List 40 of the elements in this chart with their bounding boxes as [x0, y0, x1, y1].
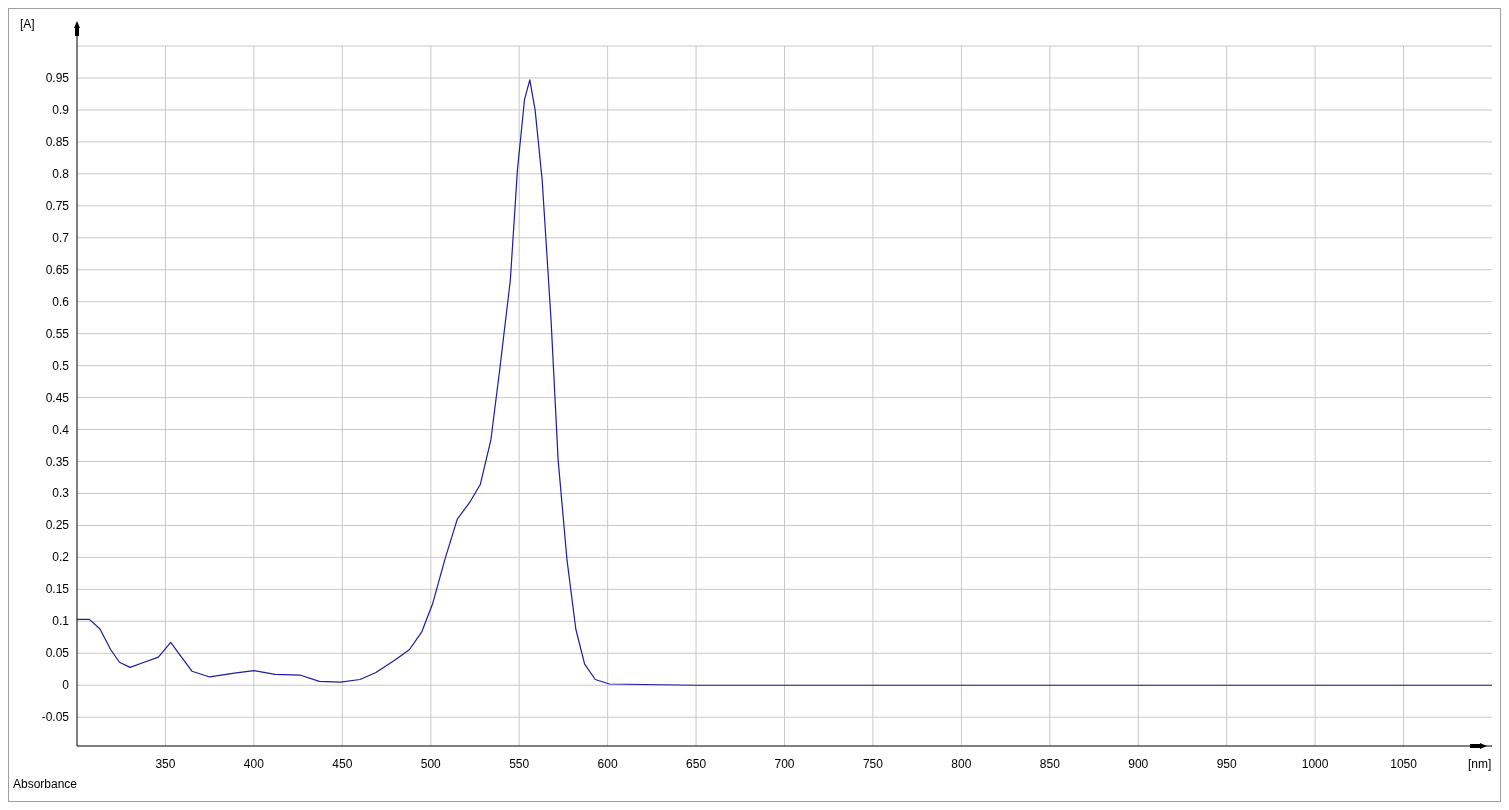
y-tick-label: 0.45 — [45, 390, 70, 405]
y-tick-label: 0.2 — [52, 550, 70, 565]
x-tick-label: 400 — [243, 757, 265, 771]
y-tick-label: 0.85 — [45, 134, 70, 149]
x-tick-label: 750 — [862, 757, 884, 771]
y-tick-label: 0.95 — [45, 70, 70, 85]
x-tick-label: 350 — [155, 757, 176, 771]
y-tick-label: 0.1 — [52, 614, 70, 629]
x-tick-label: 800 — [951, 757, 972, 771]
x-tick-label: 600 — [597, 757, 618, 771]
y-tick-label: 0.8 — [52, 166, 70, 181]
y-tick-label: 0.9 — [52, 102, 70, 117]
x-tick-label: 850 — [1039, 757, 1061, 771]
x-tick-label: 1050 — [1390, 757, 1418, 771]
x-tick-label: 650 — [686, 757, 707, 771]
x-tick-label: 950 — [1216, 757, 1238, 771]
text: Absorbance — [13, 777, 78, 791]
x-tick-label: 450 — [332, 757, 353, 771]
y-tick-label: 0.65 — [45, 262, 70, 277]
y-axis-title: [A] — [20, 17, 35, 31]
line-series — [76, 79, 1493, 686]
y-tick-label: 0.55 — [45, 326, 70, 341]
y-tick-label: 0.15 — [45, 582, 70, 597]
x-tick-label: 500 — [420, 757, 442, 771]
y-tick-label: 0.6 — [52, 294, 70, 309]
x-tick-label: 700 — [774, 757, 795, 771]
x-tick-label: 550 — [509, 757, 530, 771]
y-tick-label: 0.3 — [52, 486, 70, 501]
y-tick-label: 0.5 — [52, 358, 70, 373]
y-tick-label: 0.05 — [45, 646, 70, 661]
y-tick-label: 0.7 — [52, 230, 70, 245]
x-tick-label: 900 — [1128, 757, 1149, 771]
y-tick-label: 0.4 — [52, 422, 70, 437]
y-tick-label: 0 — [62, 678, 70, 693]
y-tick-label: 0.75 — [45, 198, 70, 213]
x-tick-label: 1000 — [1301, 757, 1329, 771]
y-tick-label: 0.25 — [45, 518, 70, 533]
y-tick-label: -0.05 — [41, 710, 70, 725]
y-tick-label: 0.35 — [45, 454, 70, 469]
x-axis-title: [nm] — [1468, 757, 1492, 771]
